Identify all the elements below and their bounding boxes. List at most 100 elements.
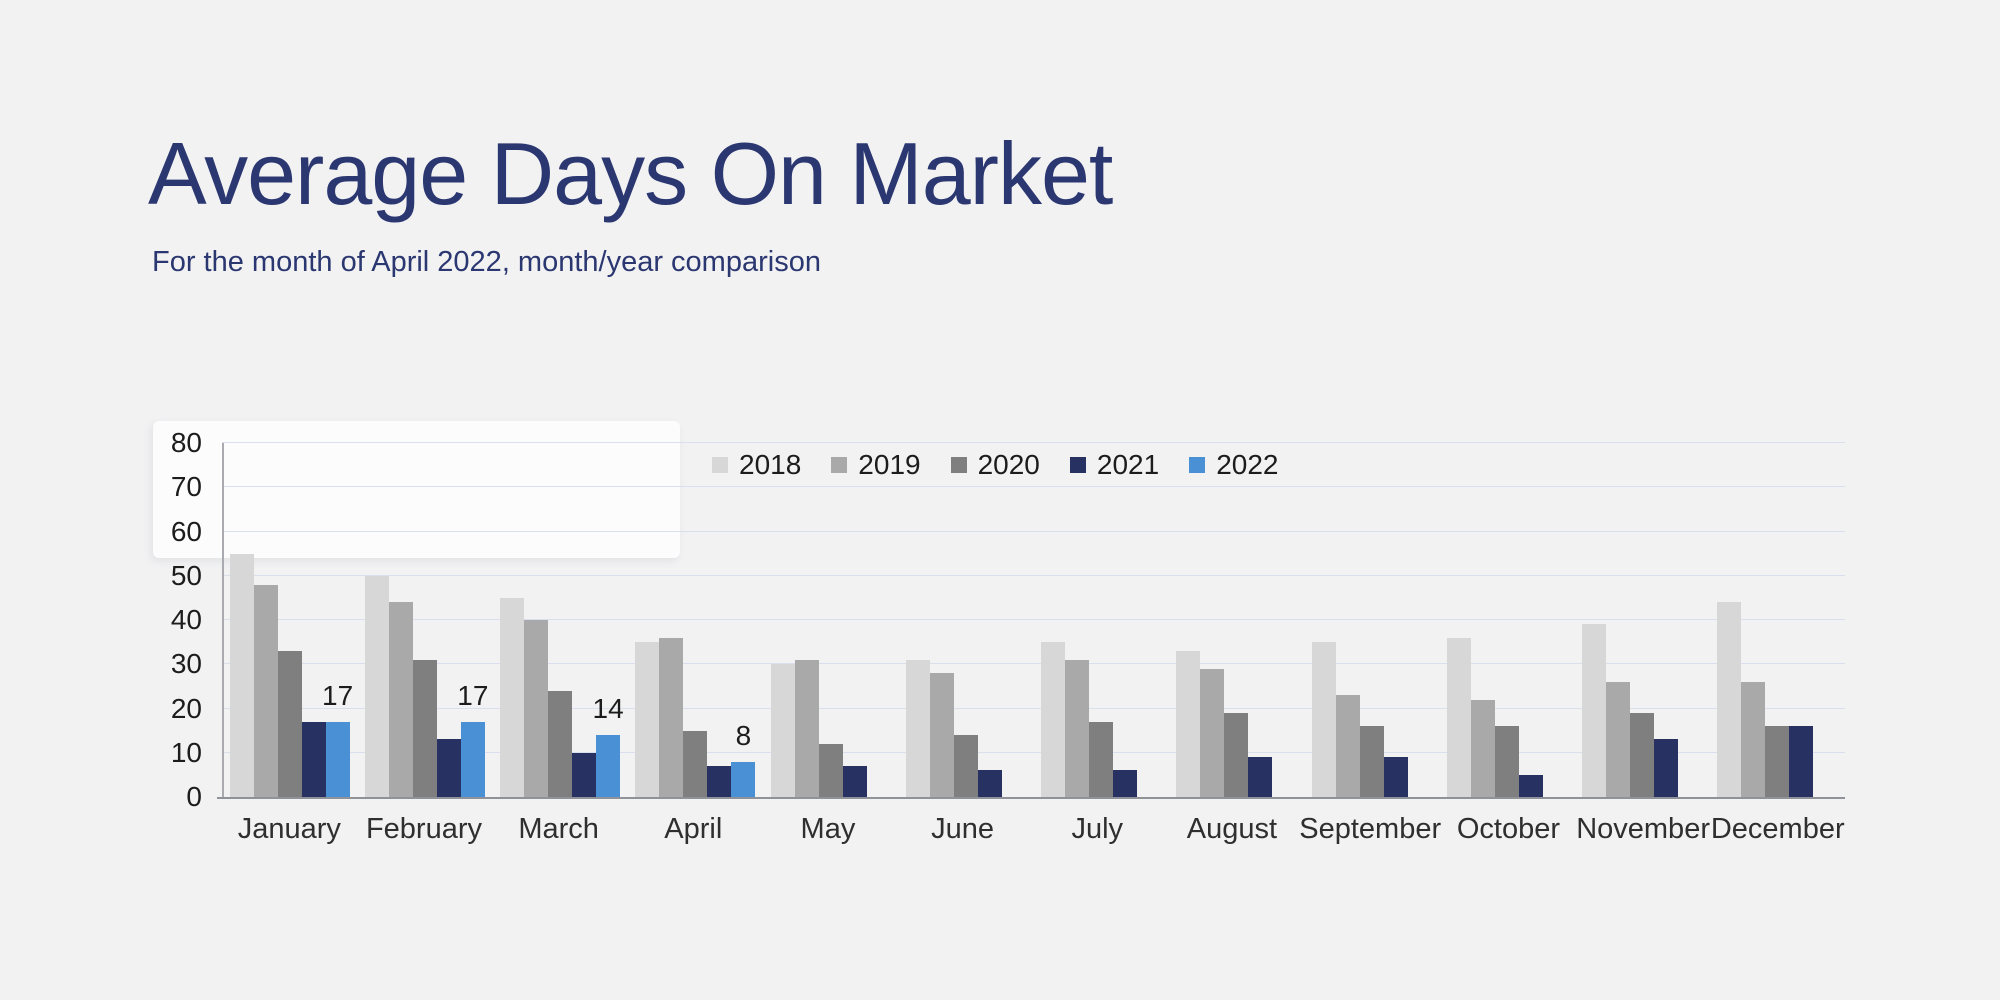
bar-july-2018 bbox=[1041, 642, 1066, 797]
x-axis-line bbox=[217, 797, 1845, 799]
bar-april-2021 bbox=[707, 766, 732, 797]
legend-swatch-icon-2018 bbox=[712, 457, 728, 473]
y-axis-line bbox=[222, 443, 224, 797]
bar-april-2019 bbox=[659, 637, 684, 797]
bar-july-2019 bbox=[1065, 659, 1090, 797]
bar-november-2020 bbox=[1630, 712, 1655, 797]
bar-july-2021 bbox=[1113, 770, 1138, 797]
bar-slot-september-2019 bbox=[1335, 443, 1360, 797]
legend-item-2019: 2019 bbox=[831, 449, 921, 481]
plot-area: 17 17 14 8 bbox=[222, 443, 1845, 797]
bar-may-2019 bbox=[794, 659, 819, 797]
bar-slot-june-2018 bbox=[905, 443, 930, 797]
page-subtitle: For the month of April 2022, month/year … bbox=[152, 246, 821, 278]
bar-slot-january-2021 bbox=[301, 443, 326, 797]
bar-slot-january-2019 bbox=[253, 443, 278, 797]
gridline-20 bbox=[222, 707, 1845, 709]
bar-slot-september-2021 bbox=[1383, 443, 1408, 797]
bar-may-2018 bbox=[770, 664, 795, 797]
legend-swatch-icon-2020 bbox=[950, 457, 967, 473]
bar-september-2018 bbox=[1311, 642, 1336, 797]
data-label-march-2022: 14 bbox=[592, 693, 624, 725]
bar-november-2019 bbox=[1606, 681, 1631, 797]
bar-august-2018 bbox=[1176, 650, 1201, 797]
gridline-30 bbox=[222, 663, 1845, 665]
bar-slot-june-2019 bbox=[929, 443, 954, 797]
legend-item-2022: 2022 bbox=[1189, 449, 1278, 481]
legend-label-2019: 2019 bbox=[858, 449, 921, 480]
bar-april-2022 bbox=[731, 761, 756, 797]
bar-january-2019 bbox=[253, 584, 278, 797]
bar-slot-february-2019 bbox=[388, 443, 413, 797]
bar-slot-october-2020 bbox=[1494, 443, 1519, 797]
bar-group-may bbox=[763, 443, 898, 797]
gridline-60 bbox=[222, 530, 1845, 532]
y-axis-label-0: 0 bbox=[186, 781, 202, 812]
bar-slot-december-2020 bbox=[1765, 443, 1790, 797]
bar-slot-august-2018 bbox=[1176, 443, 1201, 797]
y-axis-label-50: 50 bbox=[170, 559, 202, 591]
bar-slot-may-2022 bbox=[867, 443, 891, 797]
bar-slot-december-2021 bbox=[1789, 443, 1814, 797]
x-axis-label-april: April bbox=[664, 813, 723, 845]
bar-slot-august-2022 bbox=[1272, 443, 1296, 797]
bar-december-2020 bbox=[1765, 726, 1790, 797]
legend-label-2020: 2020 bbox=[977, 449, 1040, 480]
bar-february-2018 bbox=[364, 575, 389, 797]
bar-november-2018 bbox=[1582, 624, 1607, 797]
bar-slot-march-2019 bbox=[524, 443, 549, 797]
bar-slot-july-2021 bbox=[1113, 443, 1138, 797]
bar-june-2018 bbox=[905, 659, 930, 797]
bar-group-january: 17 bbox=[222, 443, 357, 797]
decorative-highlight-card bbox=[153, 421, 680, 558]
bar-group-november bbox=[1575, 443, 1710, 797]
y-axis-label-70: 70 bbox=[170, 471, 202, 503]
legend-label-2018: 2018 bbox=[739, 449, 802, 480]
bar-february-2019 bbox=[388, 602, 413, 797]
bar-slot-october-2019 bbox=[1470, 443, 1495, 797]
bar-slot-may-2018 bbox=[770, 443, 795, 797]
gridline-70 bbox=[222, 486, 1845, 488]
bar-slot-november-2018 bbox=[1582, 443, 1607, 797]
legend-item-2018: 2018 bbox=[712, 449, 801, 481]
bar-august-2021 bbox=[1248, 757, 1273, 797]
bar-slot-february-2022: 17 bbox=[457, 443, 488, 797]
bar-slot-april-2018 bbox=[635, 443, 660, 797]
bar-slot-may-2020 bbox=[818, 443, 843, 797]
x-axis-labels: January February March April May June July Augu… bbox=[222, 813, 1845, 846]
chart-legend: 2018 2019 2020 2021 2022 bbox=[712, 449, 1278, 481]
x-axis-label-june: June bbox=[931, 813, 995, 845]
bar-december-2019 bbox=[1741, 681, 1766, 797]
bar-slot-march-2018 bbox=[500, 443, 525, 797]
bar-january-2018 bbox=[229, 553, 254, 797]
data-label-april-2022: 8 bbox=[735, 719, 752, 751]
bar-march-2021 bbox=[572, 752, 597, 797]
bar-group-march: 14 bbox=[493, 443, 628, 797]
bar-slot-november-2020 bbox=[1630, 443, 1655, 797]
bar-slot-june-2021 bbox=[977, 443, 1002, 797]
bar-march-2018 bbox=[500, 597, 525, 797]
bar-april-2020 bbox=[683, 730, 708, 797]
bar-slot-july-2019 bbox=[1065, 443, 1090, 797]
bar-slot-march-2020 bbox=[548, 443, 573, 797]
bar-group-october bbox=[1439, 443, 1574, 797]
bar-february-2021 bbox=[436, 739, 461, 797]
bar-group-june bbox=[898, 443, 1033, 797]
legend-swatch-icon-2022 bbox=[1189, 457, 1206, 473]
bar-may-2021 bbox=[842, 766, 867, 797]
bar-slot-may-2019 bbox=[794, 443, 819, 797]
bar-september-2020 bbox=[1359, 726, 1384, 797]
legend-label-2022: 2022 bbox=[1216, 449, 1279, 480]
data-label-january-2022: 17 bbox=[322, 679, 354, 711]
x-axis-label-august: August bbox=[1186, 813, 1278, 845]
y-axis-label-60: 60 bbox=[170, 515, 202, 547]
bar-slot-june-2022 bbox=[1002, 443, 1026, 797]
gridline-40 bbox=[222, 619, 1845, 620]
bar-group-september bbox=[1304, 443, 1439, 797]
bar-december-2021 bbox=[1789, 726, 1814, 797]
bar-slot-april-2019 bbox=[659, 443, 684, 797]
page-title: Average Days On Market bbox=[148, 124, 1113, 223]
bar-slot-november-2019 bbox=[1606, 443, 1631, 797]
y-axis-label-20: 20 bbox=[170, 692, 202, 724]
